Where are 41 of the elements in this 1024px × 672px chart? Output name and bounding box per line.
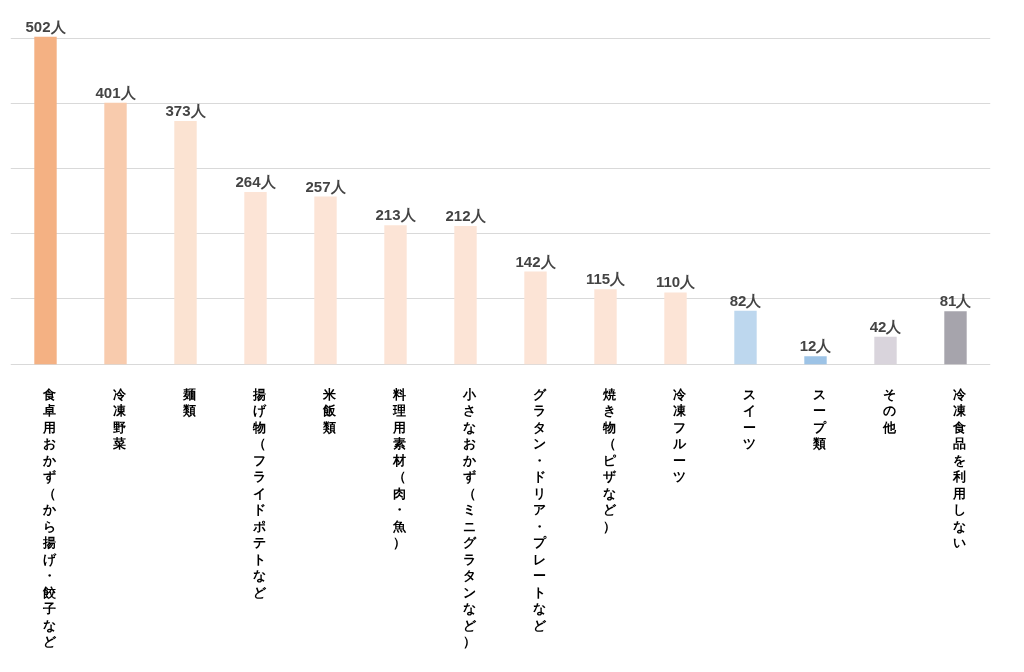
bar bbox=[734, 310, 757, 365]
bar bbox=[174, 120, 197, 365]
data-label: 12人 bbox=[799, 337, 833, 355]
bar bbox=[244, 192, 267, 365]
bar bbox=[314, 196, 337, 365]
category-label: 揚げ物（フライドポテトなど bbox=[253, 386, 266, 600]
bar bbox=[664, 292, 687, 365]
bar bbox=[34, 36, 57, 365]
bar bbox=[944, 311, 967, 365]
x-tick-label: 米飯類 bbox=[322, 386, 337, 435]
x-tick-label: その他 bbox=[882, 386, 897, 435]
bar bbox=[804, 356, 827, 365]
x-tick-label: スープ類 bbox=[812, 386, 827, 451]
data-label: 115人 bbox=[585, 270, 627, 288]
data-label: 213人 bbox=[375, 206, 417, 224]
category-label: 小さなおかず（ミニグラタンなど） bbox=[463, 386, 476, 649]
data-label: 257人 bbox=[305, 177, 347, 195]
data-label: 82人 bbox=[729, 291, 763, 309]
bar bbox=[524, 271, 547, 365]
data-label: 110人 bbox=[655, 273, 697, 291]
category-label: 食卓用おかず（から揚げ・餃子など bbox=[43, 386, 56, 649]
x-tick-label: スイーツ bbox=[743, 386, 756, 451]
data-label: 142人 bbox=[515, 252, 557, 270]
category-label: グラタン・ドリア・プレートなど bbox=[533, 386, 546, 633]
category-label: 冷凍食品を利用しない bbox=[953, 386, 966, 550]
data-label: 373人 bbox=[165, 101, 207, 119]
bar bbox=[454, 225, 477, 365]
category-label: 焼き物（ピザなど） bbox=[603, 386, 616, 534]
data-label: 401人 bbox=[95, 83, 137, 101]
data-label: 81人 bbox=[939, 292, 973, 310]
x-tick-label: 冷凍野菜 bbox=[112, 386, 127, 451]
data-label: 264人 bbox=[235, 173, 277, 191]
bar bbox=[594, 289, 617, 365]
bar bbox=[384, 225, 407, 365]
x-tick-label: 麺類 bbox=[182, 386, 196, 418]
data-label: 42人 bbox=[869, 317, 903, 335]
bar bbox=[104, 102, 127, 365]
x-tick-label: 冷凍フルーツ bbox=[672, 386, 687, 484]
data-label: 212人 bbox=[445, 206, 487, 224]
category-label: 料理用素材（肉・魚） bbox=[393, 386, 406, 550]
data-label: 502人 bbox=[25, 17, 67, 35]
